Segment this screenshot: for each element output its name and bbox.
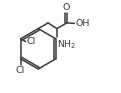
Text: Cl: Cl [16,66,25,75]
Text: Cl: Cl [26,37,36,46]
Text: O: O [63,3,70,12]
Text: NH$_2$: NH$_2$ [57,38,77,51]
Text: OH: OH [75,19,89,28]
